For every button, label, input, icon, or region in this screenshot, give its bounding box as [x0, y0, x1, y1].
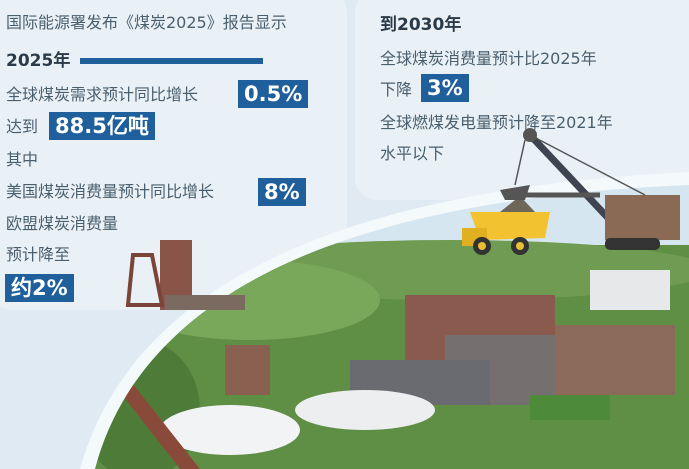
report-title: 国际能源署发布《煤炭2025》报告显示 [6, 13, 287, 32]
right-panel [355, 0, 689, 200]
heading-bar [80, 58, 263, 64]
dump-truck-illustration [462, 196, 550, 255]
year-2025-heading: 2025年 [6, 51, 71, 71]
global-demand-text: 全球煤炭需求预计同比增长 [6, 85, 199, 104]
power-generation-text: 全球燃煤发电量预计降至2021年 [380, 113, 613, 132]
below-level-text: 水平以下 [380, 144, 445, 163]
us-consumption-text: 美国煤炭消费量预计同比增长 [6, 182, 215, 201]
headframe-tower [125, 240, 245, 310]
decline-badge: 3% [421, 74, 469, 102]
demand-growth-badge: 0.5% [238, 80, 309, 108]
excavator-illustration [500, 128, 680, 250]
reach-text: 达到 [6, 117, 39, 136]
demand-total-badge: 88.5亿吨 [49, 112, 155, 140]
eu-decline-badge: 约2% [5, 274, 74, 302]
global-consumption-text: 全球煤炭消费量预计比2025年 [380, 49, 597, 68]
us-growth-badge: 8% [258, 178, 306, 206]
among-text: 其中 [6, 150, 39, 169]
year-2030-heading: 到2030年 [380, 15, 462, 35]
eu-consumption-text: 欧盟煤炭消费量 [6, 214, 119, 233]
decline-text: 下降 [380, 80, 413, 99]
eu-forecast-text: 预计降至 [6, 245, 71, 264]
